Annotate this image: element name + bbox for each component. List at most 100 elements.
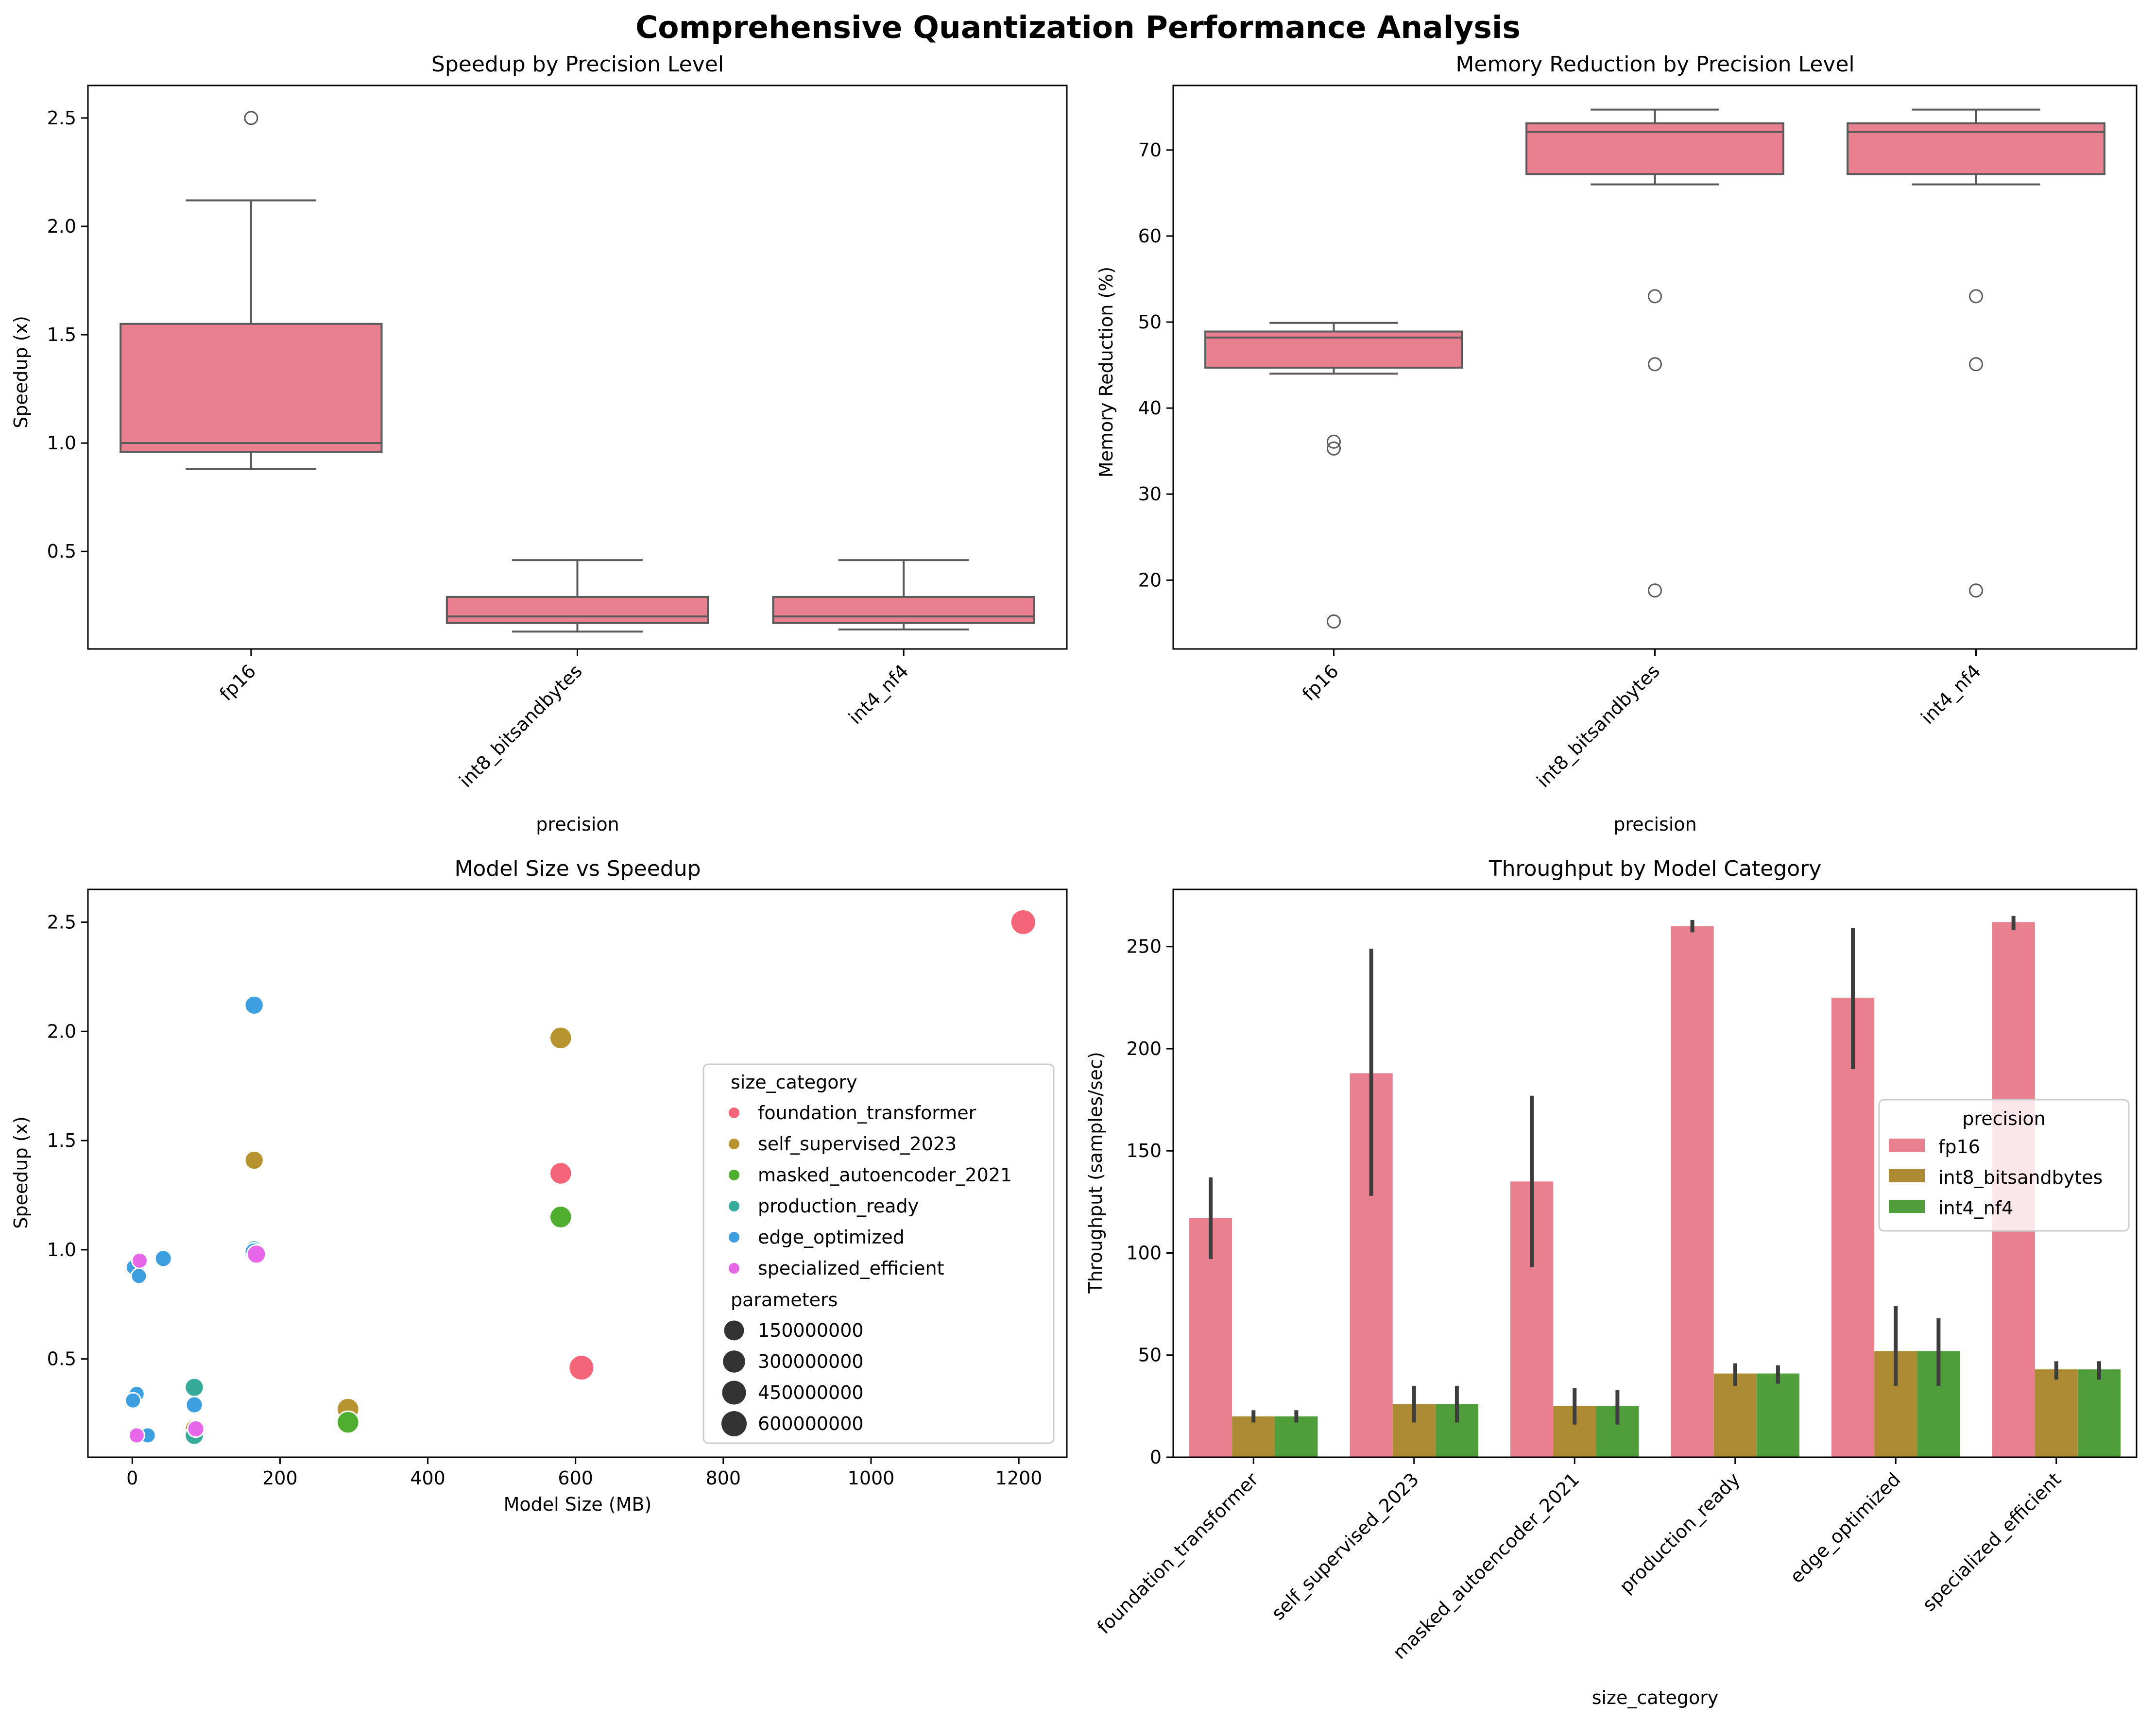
scatter-legend-label: specialized_efficient: [758, 1258, 944, 1279]
scatter-legend-size-label: 150000000: [758, 1320, 864, 1341]
throughput-legend-label: int8_bitsandbytes: [1938, 1167, 2103, 1188]
scatter-xtick-label: 1000: [848, 1467, 895, 1489]
speedup-xtick-label: int4_nf4: [844, 660, 912, 728]
scatter-point-self_supervised_2023: [549, 1026, 573, 1050]
memory-ytick-label: 40: [1138, 397, 1162, 419]
scatter-legend-size-label: 450000000: [758, 1382, 864, 1403]
throughput-legend-label: int4_nf4: [1938, 1197, 2013, 1219]
speedup-xtick-label: int8_bitsandbytes: [455, 660, 586, 791]
scatter-legend-marker-edge_optimized: [729, 1232, 739, 1243]
memory-outlier: [1969, 357, 1983, 372]
throughput-bar-int4_nf4: [1275, 1416, 1318, 1457]
scatter-legend-label: masked_autoencoder_2021: [758, 1164, 1012, 1186]
scatter-point-edge_optimized: [130, 1267, 148, 1285]
throughput-axes-frame: [1172, 888, 2138, 1458]
scatter-legend-marker-masked_autoencoder_2021: [729, 1170, 739, 1180]
speedup-box: [120, 323, 383, 453]
memory-box: [1847, 122, 2105, 175]
throughput-legend-swatch-int8_bitsandbytes: [1889, 1169, 1925, 1182]
throughput-ytick-label: 0: [1150, 1447, 1162, 1468]
scatter-legend-label: self_supervised_2023: [758, 1133, 957, 1155]
scatter-point-edge_optimized: [154, 1249, 172, 1268]
scatter-ytick-label: 1.0: [47, 1239, 76, 1261]
scatter-legend-size-marker: [724, 1320, 744, 1341]
throughput-ytick-label: 200: [1126, 1038, 1162, 1059]
throughput-legend-swatch-fp16: [1889, 1139, 1925, 1152]
scatter-legend-size-marker: [721, 1411, 747, 1436]
scatter-legend-hue-title: size_category: [731, 1072, 857, 1093]
scatter-xtick-label: 600: [558, 1467, 593, 1489]
throughput-xtick-label: foundation_transformer: [1093, 1468, 1263, 1638]
speedup-ytick-label: 2.0: [47, 216, 76, 237]
scatter-ytick-label: 2.0: [47, 1021, 76, 1042]
throughput-xtick-label: specialized_efficient: [1918, 1468, 2065, 1615]
speedup-outlier: [244, 111, 258, 125]
scatter-xlabel: Model Size (MB): [504, 1494, 652, 1515]
memory-boxplot-title: Memory Reduction by Precision Level: [1455, 52, 1854, 77]
scatter-legend-size-label: 300000000: [758, 1351, 864, 1372]
scatter-ytick-label: 2.5: [47, 911, 76, 933]
memory-ytick-label: 50: [1138, 311, 1162, 333]
memory-outlier: [1969, 289, 1983, 304]
throughput-legend-box: [1878, 1099, 2130, 1232]
throughput-xtick-label: masked_autoencoder_2021: [1389, 1468, 1584, 1663]
memory-outlier: [1648, 583, 1662, 598]
speedup-boxplot-ylabel: Speedup (x): [10, 316, 32, 428]
scatter-xtick-label: 200: [262, 1467, 298, 1489]
scatter-point-specialized_efficient: [131, 1252, 148, 1269]
memory-ytick-label: 70: [1138, 139, 1162, 161]
throughput-bar-panel: Throughput by Model Category Throughput …: [1085, 856, 2138, 1708]
scatter-legend-marker-production_ready: [729, 1201, 739, 1211]
scatter-point-edge_optimized: [244, 995, 264, 1015]
scatter-legend-size-marker: [723, 1350, 745, 1373]
throughput-title: Throughput by Model Category: [1489, 856, 1822, 881]
scatter-legend-marker-specialized_efficient: [729, 1263, 739, 1274]
memory-boxplot-ylabel: Memory Reduction (%): [1095, 267, 1117, 477]
speedup-axes-frame: [87, 85, 1068, 650]
throughput-xtick-label: edge_optimized: [1786, 1468, 1905, 1587]
scatter-legend-size-title: parameters: [731, 1289, 838, 1311]
speedup-ytick-label: 1.0: [47, 432, 76, 454]
memory-outlier: [1648, 357, 1662, 372]
throughput-legend-swatch-int4_nf4: [1889, 1200, 1925, 1213]
memory-ytick-label: 20: [1138, 569, 1162, 591]
size-vs-speedup-scatter-panel: Model Size vs Speedup Speedup (x) Model …: [10, 856, 1068, 1515]
memory-xtick-label: int4_nf4: [1917, 660, 1985, 728]
throughput-bar-int8_bitsandbytes: [1232, 1416, 1275, 1457]
throughput-legend-label: fp16: [1938, 1136, 1980, 1158]
memory-axes-frame: [1172, 85, 2138, 650]
scatter-point-foundation_transformer: [549, 1161, 573, 1185]
scatter-legend-label: production_ready: [758, 1195, 919, 1217]
throughput-ytick-label: 100: [1126, 1242, 1162, 1263]
memory-outlier: [1327, 614, 1341, 629]
throughput-ytick-label: 250: [1126, 936, 1162, 957]
scatter-point-specialized_efficient: [187, 1419, 205, 1438]
scatter-xtick-label: 0: [126, 1467, 138, 1489]
scatter-point-foundation_transformer: [568, 1354, 595, 1381]
scatter-legend-size-marker: [722, 1380, 746, 1405]
scatter-legend-label: foundation_transformer: [758, 1102, 976, 1124]
scatter-legend-marker-foundation_transformer: [729, 1108, 739, 1118]
scatter-legend-size-label: 600000000: [758, 1413, 864, 1434]
speedup-box: [772, 596, 1035, 624]
scatter-title: Model Size vs Speedup: [454, 856, 701, 881]
throughput-ytick-label: 150: [1126, 1140, 1162, 1161]
scatter-ytick-label: 0.5: [47, 1348, 76, 1370]
throughput-bar-fp16: [1671, 926, 1714, 1457]
scatter-legend-box: [702, 1063, 1055, 1444]
throughput-bar-int8_bitsandbytes: [2035, 1369, 2078, 1457]
speedup-xtick-label: fp16: [215, 660, 260, 705]
throughput-bar-int4_nf4: [1756, 1373, 1799, 1457]
memory-ytick-label: 30: [1138, 483, 1162, 505]
throughput-xtick-label: self_supervised_2023: [1267, 1468, 1423, 1624]
memory-boxplot-panel: Memory Reduction by Precision Level Memo…: [1095, 52, 2138, 835]
scatter-point-foundation_transformer: [1010, 908, 1037, 936]
speedup-box: [445, 596, 709, 624]
speedup-boxplot-panel: Speedup by Precision Level Speedup (x) p…: [10, 52, 1068, 835]
memory-ytick-label: 60: [1138, 225, 1162, 247]
scatter-point-masked_autoencoder_2021: [336, 1410, 360, 1434]
throughput-bar-int4_nf4: [2077, 1369, 2121, 1457]
scatter-ylabel: Speedup (x): [10, 1116, 32, 1229]
scatter-point-edge_optimized: [124, 1392, 142, 1409]
